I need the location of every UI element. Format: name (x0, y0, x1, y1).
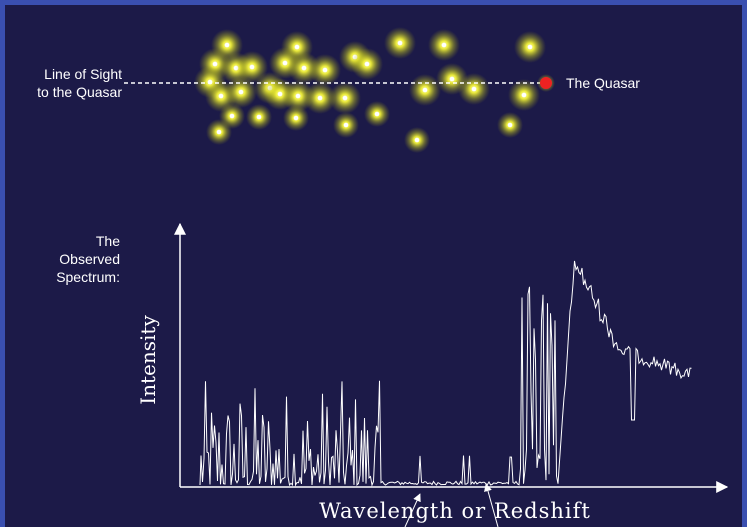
galaxy-core (322, 67, 328, 73)
galaxy-core (295, 93, 301, 99)
galaxy-core (343, 122, 349, 128)
galaxy-core (317, 95, 323, 101)
galaxy-core (449, 76, 455, 82)
galaxy-core (249, 64, 255, 70)
galaxy-core (282, 60, 288, 66)
line-of-sight-label: to the Quasar (37, 84, 122, 100)
galaxy-core (374, 111, 380, 117)
galaxy-core (256, 114, 262, 120)
line-of-sight-label: Line of Sight (44, 66, 122, 82)
galaxy-core (301, 65, 307, 71)
galaxy-core (521, 92, 527, 98)
galaxy-core (441, 42, 447, 48)
galaxy-cluster (194, 27, 546, 153)
spectrum (199, 260, 692, 487)
galaxy-core (414, 137, 420, 143)
pointer-arrow (404, 493, 421, 527)
galaxy-core (471, 86, 477, 92)
galaxy-core (294, 44, 300, 50)
spectrum-title: Spectrum: (56, 269, 120, 285)
galaxy-core (216, 129, 222, 135)
spectrum-title: The (96, 233, 120, 249)
galaxy-core (507, 122, 513, 128)
galaxy-core (342, 95, 348, 101)
galaxy-core (277, 91, 283, 97)
background (5, 5, 742, 527)
galaxy-core (364, 61, 370, 67)
galaxy-core (224, 42, 230, 48)
galaxy-core (527, 44, 533, 50)
galaxy-core (218, 93, 224, 99)
galaxy-core (422, 87, 428, 93)
galaxy-core (212, 61, 218, 67)
pointer-arrow (484, 483, 499, 527)
galaxy-core (229, 113, 235, 119)
quasar (540, 77, 552, 89)
quasar-label: The Quasar (566, 75, 640, 91)
y-axis-label: Intensity (136, 315, 160, 405)
spectrum-title: Observed (59, 251, 120, 267)
galaxy-core (293, 115, 299, 121)
galaxy-core (397, 40, 403, 46)
x-axis-label: Wavelength or Redshift (319, 499, 591, 523)
galaxy-core (238, 89, 244, 95)
